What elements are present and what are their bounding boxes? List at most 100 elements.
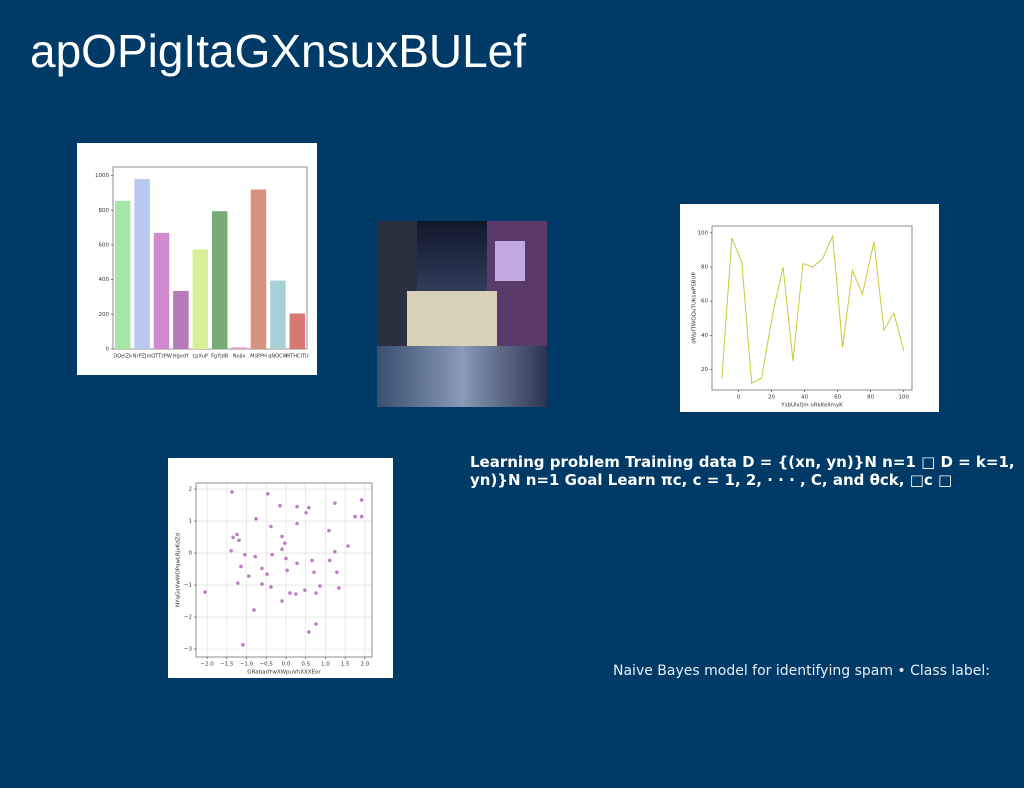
y-tick-label: 40 <box>701 333 708 339</box>
bar <box>192 249 209 349</box>
x-tick-label: 1.5 <box>341 662 350 668</box>
point <box>252 608 256 612</box>
x-tick-label: 2.0 <box>361 662 370 668</box>
x-tick-label: 0 <box>737 395 741 401</box>
x-tick-label: NojIx <box>233 354 246 360</box>
point <box>353 514 357 519</box>
x-tick-label: QTTzPW <box>151 354 172 360</box>
y-tick-label: 400 <box>99 277 110 283</box>
point <box>318 584 322 588</box>
bar <box>270 280 286 349</box>
x-tick-label: 40 <box>801 395 808 401</box>
x-tick-label: MTHCITU <box>286 354 309 360</box>
point <box>269 524 273 529</box>
x-tick-label: HgvdY <box>173 354 190 360</box>
y-tick-label: −2 <box>184 615 192 621</box>
chart-panel: 0 200 400 600 800 1000 DQeiZk NrPZJm QTTzPW HgvdY… <box>77 143 317 375</box>
chart: −3 −2 −1 0 1 2 −2.0 −1.5 −1.0 −0.5 0.0 0.5 1.0 1.5 2.0… <box>176 482 373 676</box>
point <box>265 572 269 576</box>
x-tick-label: qNOCW <box>268 354 287 360</box>
plot-frame <box>195 482 373 658</box>
point <box>203 590 207 594</box>
point <box>327 558 332 563</box>
point <box>282 541 287 545</box>
point <box>294 592 298 596</box>
x-tick-label: 0.5 <box>301 662 310 668</box>
y-tick-label: 20 <box>701 367 708 373</box>
photo-image <box>377 221 547 407</box>
point <box>307 630 311 634</box>
y-tick-label: −1 <box>184 583 192 589</box>
x-tick-label: 100 <box>898 395 909 401</box>
y-tick-label: 200 <box>99 312 110 318</box>
x-tick-label: FgYjdB <box>211 354 229 360</box>
x-tick-label: 20 <box>768 395 775 401</box>
line <box>721 234 905 384</box>
point <box>327 528 331 533</box>
point <box>295 561 299 566</box>
point <box>304 510 308 515</box>
point <box>314 622 318 626</box>
plot-frame <box>112 166 308 350</box>
photo <box>377 221 547 407</box>
y-tick-label: −3 <box>184 647 193 653</box>
chart-panel: −3 −2 −1 0 1 2 −2.0 −1.5 −1.0 −0.5 0.0 0.5 1.0 1.5 2.0… <box>168 458 393 678</box>
x-tick-label: cpXuP <box>193 354 209 360</box>
y-tick-label: 1000 <box>95 173 109 179</box>
caption: Naive Bayes model for identifying spam •… <box>613 663 990 679</box>
point <box>333 501 337 505</box>
y-tick-label: 2 <box>189 487 193 493</box>
x-tick-label: −1.0 <box>240 662 254 668</box>
chart: 20 40 60 80 100 0 20 40 60 80 100 YsbUlxfjm oRkKell… <box>692 225 913 409</box>
point <box>260 582 264 586</box>
point <box>307 505 311 510</box>
point <box>359 498 364 502</box>
bar <box>153 232 170 349</box>
point <box>335 570 339 575</box>
point <box>254 517 258 521</box>
point <box>270 552 274 557</box>
point <box>269 585 273 589</box>
point <box>243 552 247 557</box>
x-tick-label: −2.0 <box>200 662 214 668</box>
point <box>359 514 364 519</box>
chart-panel: 20 40 60 80 100 0 20 40 60 80 100 YsbUlxfjm oRkKell… <box>680 204 939 412</box>
point <box>236 581 240 585</box>
point <box>247 574 251 578</box>
point <box>346 544 350 548</box>
point <box>280 534 284 539</box>
point <box>333 549 337 554</box>
point <box>278 503 282 508</box>
sign <box>495 241 525 281</box>
x-tick-label: 60 <box>834 395 841 401</box>
point <box>288 591 292 595</box>
point <box>260 566 264 571</box>
building <box>407 291 497 346</box>
point <box>284 556 288 561</box>
bar <box>250 189 267 349</box>
bar <box>114 200 131 349</box>
y-axis-label: dWpfTWOQuTUKswPSBUP <box>692 272 698 344</box>
point <box>237 538 241 543</box>
point <box>303 588 307 592</box>
bar <box>231 347 247 349</box>
crowd <box>377 346 547 407</box>
text-block: Learning problem Training data D = {(xn,… <box>470 453 1015 489</box>
bar <box>289 313 306 349</box>
y-tick-label: 0 <box>189 551 193 557</box>
point <box>280 599 284 603</box>
point <box>280 547 284 552</box>
chart: 0 200 400 600 800 1000 DQeiZk NrPZJm QTTzPW HgvdY… <box>95 166 309 360</box>
x-tick-label: −1.5 <box>220 662 234 668</box>
point <box>253 554 257 559</box>
bar <box>211 211 228 349</box>
x-tick-label: 80 <box>867 395 874 401</box>
point <box>295 504 299 509</box>
point <box>266 492 270 496</box>
point <box>229 549 233 553</box>
y-tick-label: 1 <box>189 519 193 525</box>
y-tick-label: 80 <box>701 265 708 271</box>
point <box>230 490 234 494</box>
x-tick-label: 0.0 <box>282 662 291 668</box>
bar <box>134 179 150 349</box>
